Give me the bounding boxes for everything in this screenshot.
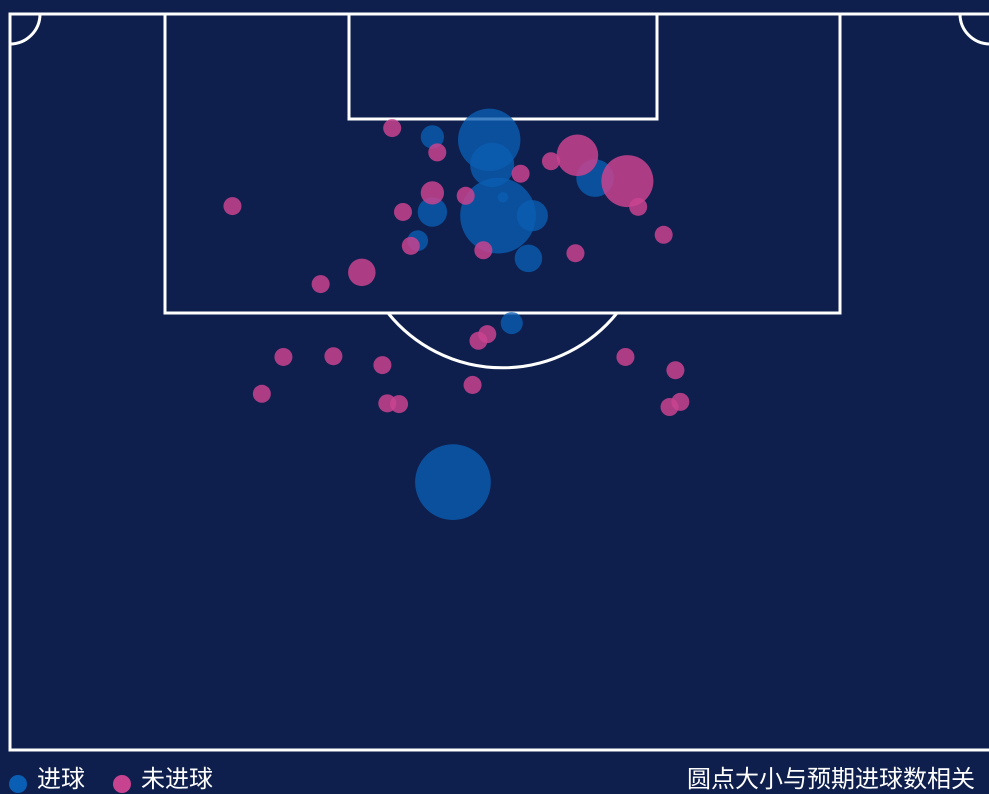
shot — [566, 244, 585, 263]
shot — [541, 152, 560, 171]
legend-label: 未进球 — [141, 765, 213, 793]
size-note: 圆点大小与预期进球数相关 — [687, 765, 975, 793]
shot — [456, 186, 475, 205]
shot — [311, 275, 330, 294]
shot — [654, 225, 673, 244]
shot — [401, 236, 420, 255]
shot — [373, 356, 392, 375]
shot — [469, 331, 488, 350]
shot — [420, 125, 445, 149]
shot — [616, 347, 635, 366]
penalty-arc — [386, 312, 619, 370]
shot — [629, 197, 648, 216]
shot — [428, 143, 447, 162]
shot — [514, 244, 543, 273]
shot — [274, 347, 293, 366]
shot — [511, 164, 530, 183]
shot — [417, 197, 448, 227]
corner-arc — [958, 13, 989, 46]
shot — [474, 241, 493, 260]
shots — [223, 108, 690, 520]
shot — [556, 134, 599, 177]
shot — [500, 312, 523, 335]
shot — [324, 347, 343, 366]
shot — [470, 142, 515, 187]
shot — [420, 181, 445, 205]
shot — [460, 177, 536, 254]
shot — [660, 398, 679, 417]
shot — [252, 384, 271, 403]
shot — [463, 375, 482, 394]
shot — [415, 444, 491, 520]
legend-label: 进球 — [37, 765, 85, 793]
corner-arc — [9, 13, 42, 46]
shot — [516, 200, 548, 232]
shot — [223, 197, 242, 216]
shot — [497, 192, 509, 203]
shot — [383, 119, 402, 138]
shot — [666, 361, 685, 380]
shot — [601, 155, 654, 208]
shot — [390, 395, 409, 414]
legend-swatch — [113, 775, 131, 793]
shot — [393, 202, 412, 221]
legend-swatch — [9, 775, 27, 793]
shot — [348, 258, 376, 287]
